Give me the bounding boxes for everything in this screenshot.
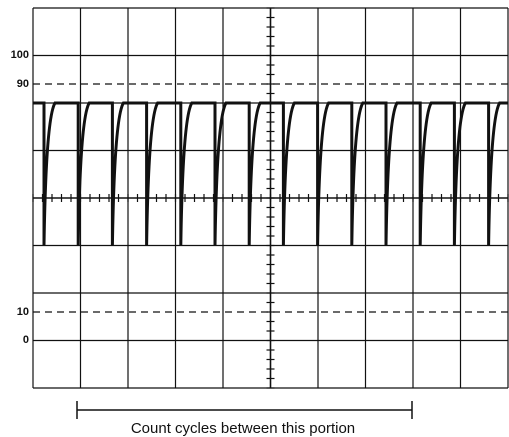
waveform xyxy=(33,101,508,246)
caption: Count cycles between this portion xyxy=(131,420,355,437)
scale-label: 10 xyxy=(17,306,29,318)
range-bracket xyxy=(76,401,413,419)
scale-label: 90 xyxy=(17,78,29,90)
graticule xyxy=(32,7,509,389)
scale-label: 100 xyxy=(11,49,29,61)
scale-label: 0 xyxy=(23,334,29,346)
